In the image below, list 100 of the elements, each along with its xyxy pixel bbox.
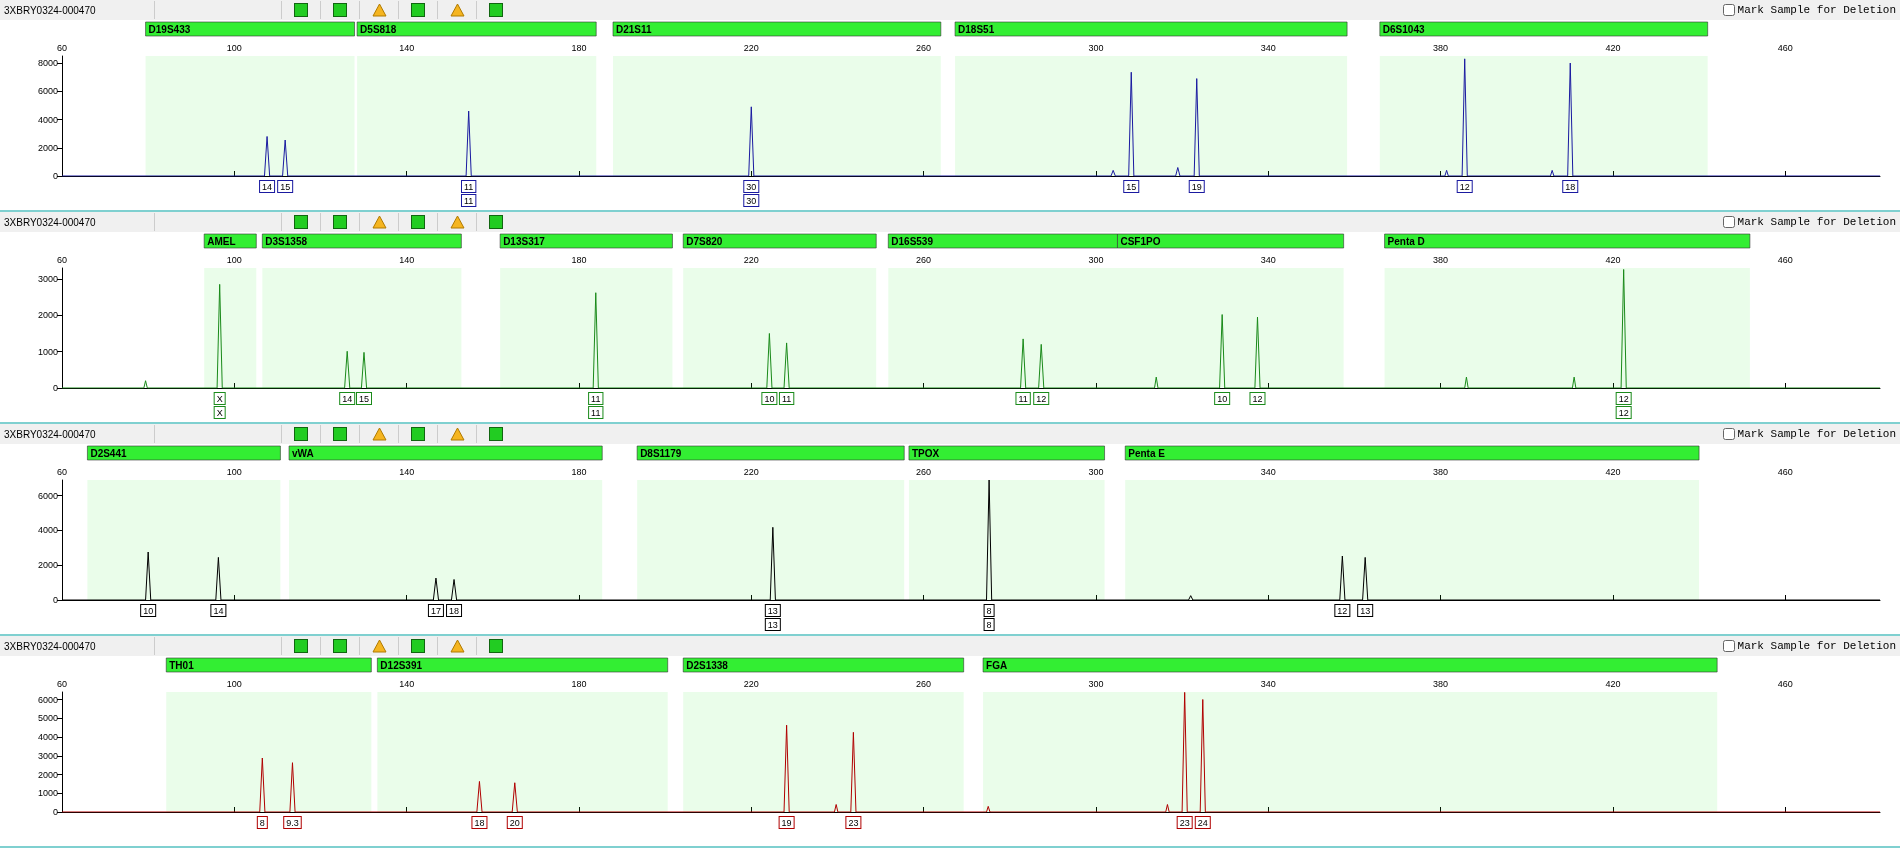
x-tick-label: 180 — [571, 254, 587, 265]
band-label: D16S539 — [891, 235, 934, 247]
band-label: AMEL — [207, 235, 236, 247]
band-label: D5S818 — [360, 23, 397, 35]
annotation: 15 — [358, 393, 369, 404]
band-label: D8S1179 — [640, 447, 682, 459]
chart-title: 3XBRY0324-000470 — [3, 4, 97, 16]
annotation: 12 — [1618, 393, 1629, 404]
annotation: 8 — [259, 817, 265, 828]
band-label: D13S317 — [503, 235, 546, 247]
band-label: TH01 — [169, 659, 195, 671]
annotation: 11 — [591, 407, 601, 418]
x-tick-label: 60 — [56, 466, 68, 477]
text: Mark Sample for Deletion — [1737, 4, 1896, 16]
y-tick-label: 6000 — [37, 86, 58, 97]
x-tick-label: 340 — [1260, 254, 1276, 265]
band-label: D18S51 — [958, 23, 995, 35]
x-tick-label: 380 — [1433, 466, 1449, 477]
x-tick-label: 60 — [56, 254, 68, 265]
annotation: 15 — [280, 181, 291, 192]
x-tick-label: 420 — [1605, 466, 1621, 477]
y-tick-label: 2000 — [37, 310, 58, 321]
x-tick-label: 460 — [1777, 42, 1793, 53]
x-tick-label: 460 — [1777, 466, 1793, 477]
annotation: 13 — [767, 605, 778, 616]
y-tick-label: 6000 — [37, 490, 58, 501]
y-tick-label: 4000 — [37, 525, 58, 536]
x-tick-label: 260 — [916, 466, 932, 477]
annotation: 11 — [781, 393, 792, 404]
x-tick-label: 460 — [1777, 678, 1793, 689]
x-tick-label: 100 — [226, 254, 242, 265]
x-tick-label: 380 — [1433, 678, 1449, 689]
text: Mark Sample for Deletion — [1737, 640, 1896, 652]
band-label: D2S1338 — [686, 659, 729, 671]
y-tick-label: 4000 — [37, 114, 58, 125]
x-tick-label: 220 — [743, 678, 759, 689]
text: Mark Sample for Deletion — [1737, 216, 1896, 228]
annotation: 8 — [986, 619, 992, 630]
annotation: 20 — [509, 817, 520, 828]
annotation: 12 — [1618, 407, 1629, 418]
chart-title: 3XBRY0324-000470 — [3, 216, 97, 228]
x-tick-label: 260 — [916, 254, 932, 265]
x-tick-label: 380 — [1433, 254, 1449, 265]
annotation: 12 — [1459, 181, 1470, 192]
x-tick-label: 140 — [399, 466, 415, 477]
annotation: 12 — [1036, 393, 1047, 404]
annotation: 14 — [342, 393, 353, 404]
annotation: 15 — [1126, 181, 1137, 192]
annotation: 11 — [591, 393, 601, 404]
annotation: 14 — [262, 181, 273, 192]
annotation: 11 — [464, 181, 474, 192]
text: Mark Sample for Deletion — [1737, 428, 1896, 440]
y-tick-label: 1000 — [37, 346, 58, 357]
y-tick-label: 2000 — [37, 769, 58, 780]
x-tick-label: 140 — [399, 678, 415, 689]
x-tick-label: 300 — [1088, 466, 1104, 477]
band-label: Penta D — [1387, 235, 1425, 247]
band-label: D19S433 — [148, 23, 191, 35]
annotation: 10 — [143, 605, 154, 616]
annotation: 11 — [464, 195, 474, 206]
band-label: Penta E — [1128, 447, 1166, 459]
annotation: 18 — [449, 605, 460, 616]
y-tick-label: 2000 — [37, 560, 58, 571]
x-tick-label: 220 — [743, 466, 759, 477]
y-tick-label: 4000 — [37, 732, 58, 742]
annotation: 23 — [848, 817, 859, 828]
y-tick-label: 3000 — [37, 273, 58, 284]
band-label: D7S820 — [686, 235, 723, 247]
band-label: FGA — [986, 659, 1008, 671]
y-tick-label: 6000 — [37, 694, 58, 705]
annotation: 17 — [430, 605, 441, 616]
band-label: vWA — [292, 447, 314, 459]
annotation: 30 — [746, 195, 757, 206]
annotation: 18 — [1565, 181, 1576, 192]
band-label: TPOX — [911, 447, 940, 459]
x-tick-label: 60 — [56, 678, 68, 689]
annotation: 19 — [781, 817, 792, 828]
x-tick-label: 340 — [1260, 466, 1276, 477]
annotation: 19 — [1191, 181, 1202, 192]
x-tick-label: 460 — [1777, 254, 1793, 265]
x-tick-label: 420 — [1605, 678, 1621, 689]
annotation: X — [216, 407, 223, 418]
chart-title: 3XBRY0324-000470 — [3, 640, 97, 652]
x-tick-label: 220 — [743, 254, 759, 265]
annotation: 11 — [1018, 393, 1028, 404]
band-label: D21S11 — [616, 23, 653, 35]
y-tick-label: 3000 — [37, 750, 58, 761]
band-label: D12S391 — [380, 659, 423, 671]
x-tick-label: 140 — [399, 42, 415, 53]
annotation: 30 — [746, 181, 757, 192]
annotation: 10 — [764, 393, 775, 404]
y-tick-label: 1000 — [37, 788, 58, 799]
x-tick-label: 180 — [571, 678, 587, 689]
chart-title: 3XBRY0324-000470 — [3, 428, 97, 440]
annotation: 14 — [213, 605, 224, 616]
x-tick-label: 420 — [1605, 42, 1621, 53]
annotation: 8 — [986, 605, 992, 616]
x-tick-label: 140 — [399, 254, 415, 265]
annotation: 12 — [1252, 393, 1263, 404]
annotation: 23 — [1179, 817, 1190, 828]
